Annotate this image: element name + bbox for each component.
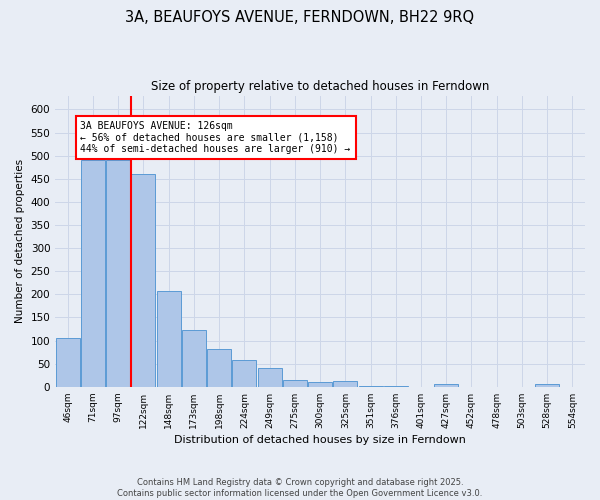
Text: Contains HM Land Registry data © Crown copyright and database right 2025.
Contai: Contains HM Land Registry data © Crown c… [118,478,482,498]
Bar [131,174,155,387]
Bar [257,368,281,387]
Bar [56,338,80,387]
Y-axis label: Number of detached properties: Number of detached properties [15,159,25,323]
Bar [535,384,559,387]
Bar [334,382,357,387]
Bar [359,386,383,387]
Bar [81,160,105,387]
Bar [106,160,130,387]
Bar [283,380,307,387]
Bar [232,360,256,387]
Bar [308,382,332,387]
X-axis label: Distribution of detached houses by size in Ferndown: Distribution of detached houses by size … [174,435,466,445]
Bar [207,349,231,387]
Title: Size of property relative to detached houses in Ferndown: Size of property relative to detached ho… [151,80,489,93]
Text: 3A, BEAUFOYS AVENUE, FERNDOWN, BH22 9RQ: 3A, BEAUFOYS AVENUE, FERNDOWN, BH22 9RQ [125,10,475,25]
Bar [182,330,206,387]
Bar [434,384,458,387]
Bar [157,290,181,387]
Text: 3A BEAUFOYS AVENUE: 126sqm
← 56% of detached houses are smaller (1,158)
44% of s: 3A BEAUFOYS AVENUE: 126sqm ← 56% of deta… [80,121,350,154]
